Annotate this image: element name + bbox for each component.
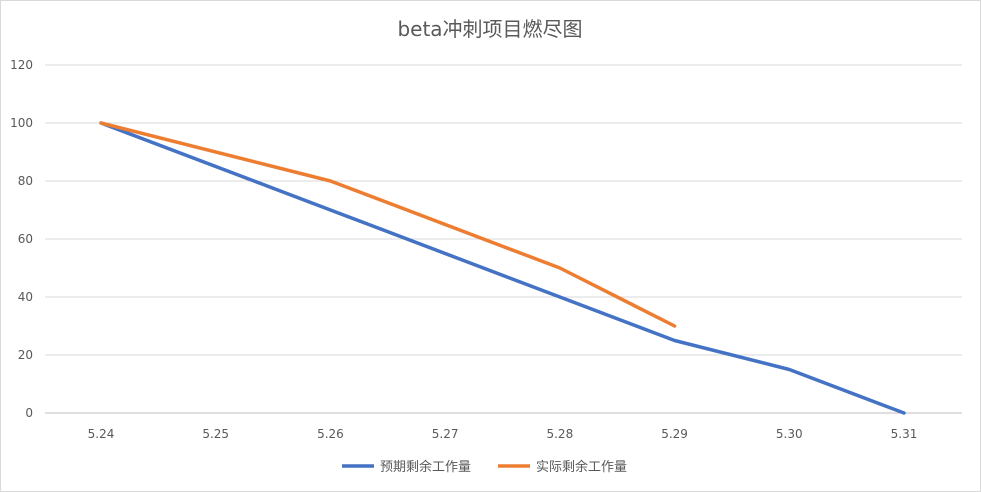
legend-label-1: 实际剩余工作量 — [536, 459, 627, 475]
y-tick-label: 60 — [18, 232, 33, 246]
legend-label-0: 预期剩余工作量 — [380, 459, 471, 475]
legend: 预期剩余工作量 实际剩余工作量 — [342, 459, 627, 475]
x-tick-label: 5.24 — [88, 427, 115, 441]
legend-item-0[interactable]: 预期剩余工作量 — [342, 459, 471, 475]
x-tick-label: 5.29 — [661, 427, 688, 441]
y-axis-ticks: 0 20 40 60 80 100 120 — [10, 58, 33, 420]
x-tick-label: 5.28 — [546, 427, 573, 441]
y-tick-label: 80 — [18, 174, 33, 188]
series-line-1 — [99, 121, 677, 328]
x-tick-label: 5.25 — [202, 427, 229, 441]
x-tick-label: 5.30 — [776, 427, 803, 441]
y-tick-label: 40 — [18, 290, 33, 304]
x-tick-label: 5.31 — [891, 427, 918, 441]
series-lines — [99, 121, 906, 415]
x-tick-label: 5.26 — [317, 427, 344, 441]
grid-lines — [45, 64, 962, 414]
x-axis-ticks: 5.24 5.25 5.26 5.27 5.28 5.29 5.30 5.31 — [88, 427, 918, 441]
series-line-0 — [99, 121, 906, 415]
y-tick-label: 120 — [10, 58, 33, 72]
y-tick-label: 0 — [25, 406, 33, 420]
x-tick-label: 5.27 — [432, 427, 459, 441]
y-tick-label: 100 — [10, 116, 33, 130]
legend-item-1[interactable]: 实际剩余工作量 — [498, 459, 627, 475]
chart-title: beta冲刺项目燃尽图 — [397, 17, 582, 41]
y-tick-label: 20 — [18, 348, 33, 362]
